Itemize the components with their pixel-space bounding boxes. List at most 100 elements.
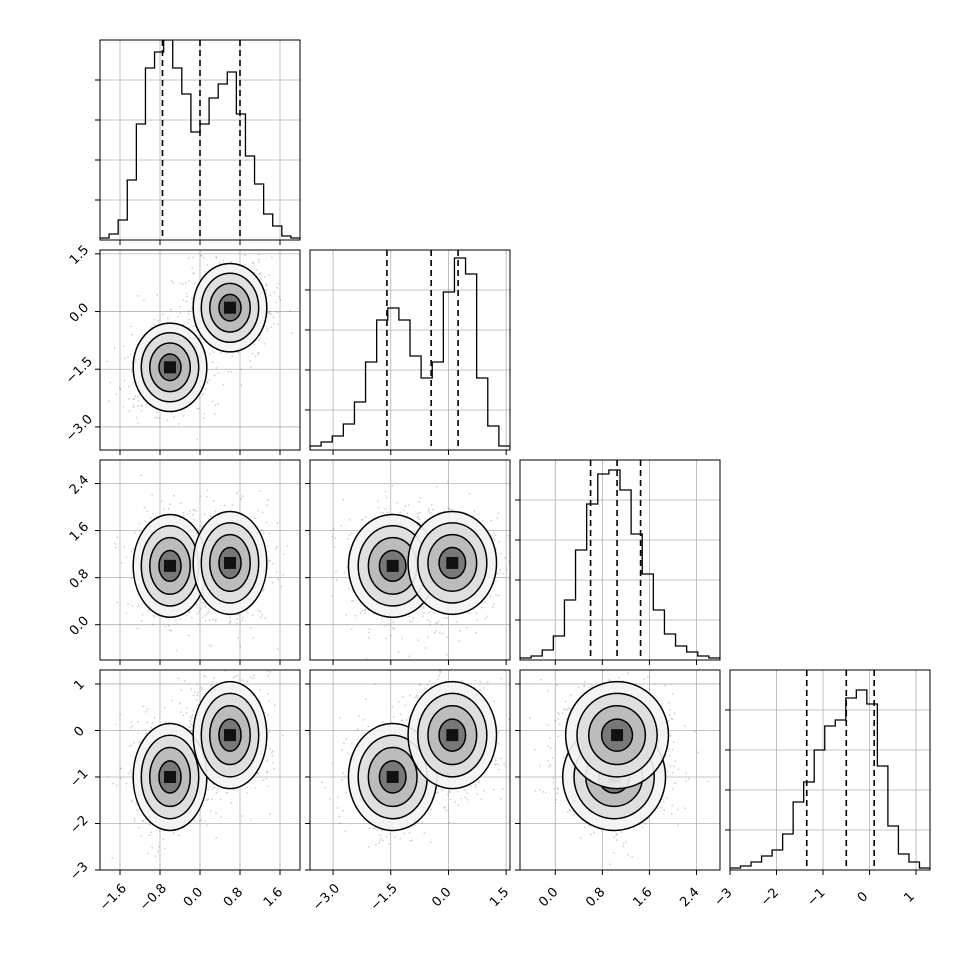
scatter-point: [241, 619, 243, 621]
scatter-point: [459, 630, 461, 632]
scatter-point: [282, 574, 284, 576]
scatter-point: [444, 617, 446, 619]
scatter-point: [139, 523, 141, 525]
scatter-point: [198, 611, 200, 613]
scatter-point: [191, 298, 193, 300]
scatter-point: [172, 282, 174, 284]
scatter-point: [233, 248, 235, 250]
scatter-point: [487, 616, 489, 618]
scatter-point: [280, 299, 282, 301]
scatter-point: [188, 319, 190, 321]
scatter-point: [277, 323, 279, 325]
scatter-point: [439, 670, 441, 672]
scatter-point: [387, 511, 389, 513]
scatter-point: [497, 743, 499, 745]
scatter-point: [207, 489, 209, 491]
scatter-point: [212, 361, 214, 363]
scatter-point: [240, 498, 242, 500]
scatter-point: [442, 632, 444, 634]
scatter-point: [201, 394, 203, 396]
scatter-point: [409, 621, 411, 623]
scatter-point: [409, 840, 411, 842]
histogram-step-line-2: [520, 470, 720, 660]
scatter-point: [266, 283, 268, 285]
scatter-point: [133, 742, 135, 744]
scatter-point: [180, 689, 182, 691]
scatter-point: [252, 614, 254, 616]
scatter-point: [496, 517, 498, 519]
scatter-point: [377, 829, 379, 831]
scatter-point: [477, 513, 479, 515]
scatter-point: [209, 619, 211, 621]
scatter-point: [343, 743, 345, 745]
scatter-point: [116, 785, 118, 787]
scatter-point: [258, 259, 260, 261]
scatter-point: [492, 606, 494, 608]
scatter-point: [244, 264, 246, 266]
scatter-point: [200, 687, 202, 689]
scatter-point: [269, 577, 271, 579]
scatter-point: [468, 612, 470, 614]
scatter-point: [173, 495, 175, 497]
scatter-point: [154, 717, 156, 719]
scatter-point: [132, 382, 134, 384]
scatter-point: [407, 667, 409, 669]
scatter-point: [213, 500, 215, 502]
scatter-point: [143, 507, 145, 509]
scatter-point: [348, 588, 350, 590]
panel-2-0: 0.00.81.62.4: [67, 455, 303, 665]
scatter-point: [268, 700, 270, 702]
scatter-point: [216, 367, 218, 369]
scatter-point: [185, 614, 187, 616]
scatter-point: [447, 636, 449, 638]
scatter-point: [237, 674, 239, 676]
scatter-point: [236, 622, 238, 624]
scatter-point: [474, 663, 476, 665]
scatter-point: [128, 410, 130, 412]
scatter-point: [199, 495, 201, 497]
scatter-point: [132, 605, 134, 607]
scatter-point: [377, 500, 379, 502]
scatter-point: [192, 514, 194, 516]
scatter-point: [184, 680, 186, 682]
scatter-point: [392, 485, 394, 487]
scatter-point: [205, 821, 207, 823]
scatter-point: [265, 289, 267, 291]
scatter-point: [132, 404, 134, 406]
scatter-point: [182, 415, 184, 417]
scatter-point: [156, 294, 158, 296]
scatter-point: [250, 366, 252, 368]
scatter-point: [206, 496, 208, 498]
scatter-point: [138, 826, 140, 828]
scatter-point: [186, 301, 188, 303]
scatter-point: [206, 824, 208, 826]
scatter-point: [219, 798, 221, 800]
scatter-point: [191, 717, 193, 719]
density-peak-cell: [164, 771, 176, 783]
panel-2-1: [305, 460, 519, 665]
scatter-point: [133, 406, 135, 408]
scatter-point: [237, 637, 239, 639]
scatter-point: [423, 832, 425, 834]
scatter-point: [164, 707, 166, 709]
scatter-point: [390, 635, 392, 637]
scatter-point: [259, 338, 261, 340]
scatter-point: [447, 481, 449, 483]
scatter-point: [331, 595, 333, 597]
scatter-point: [127, 356, 129, 358]
scatter-point: [365, 517, 367, 519]
scatter-point: [211, 400, 213, 402]
scatter-point: [255, 356, 257, 358]
scatter-point: [342, 810, 344, 812]
scatter-point: [128, 398, 130, 400]
panel-1-1: [305, 250, 510, 455]
scatter-point: [192, 714, 194, 716]
scatter-point: [266, 771, 268, 773]
scatter-point: [177, 623, 179, 625]
scatter-point: [180, 282, 182, 284]
scatter-point: [138, 741, 140, 743]
scatter-point: [482, 520, 484, 522]
scatter-point: [271, 257, 273, 259]
scatter-point: [131, 725, 133, 727]
scatter-point: [334, 537, 336, 539]
